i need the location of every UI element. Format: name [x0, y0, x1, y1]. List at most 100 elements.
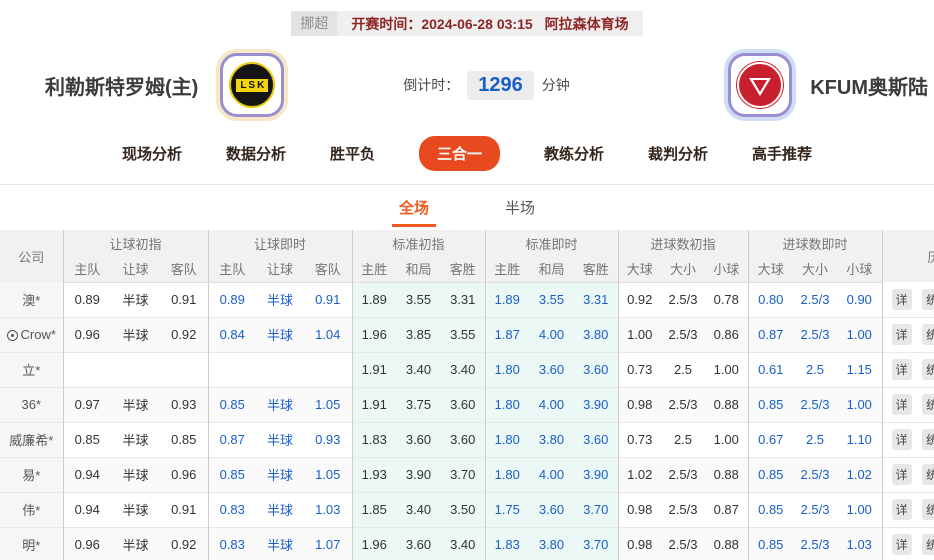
col-header-handicap-live: 让球即时: [208, 230, 353, 256]
detail-cell: 详 统: [882, 492, 934, 527]
table-row: Crow* 0.96 半球 0.92 0.84 半球 1.04 1.96 3.8…: [0, 317, 934, 352]
odds-cell: 1.05: [304, 387, 353, 422]
odds-cell: 3.90: [574, 387, 619, 422]
home-team-logo: LSK: [220, 53, 285, 117]
detail-button[interactable]: 详: [891, 464, 912, 485]
subtab-half-match[interactable]: 半场: [505, 200, 536, 217]
subcol-handicap: 让球: [256, 256, 304, 283]
odds-cell: 0.93: [160, 387, 209, 422]
company-cell: 明*: [0, 527, 64, 560]
odds-cell: 1.00: [705, 422, 749, 457]
nav-tab-referee-analysis[interactable]: 裁判分析: [648, 146, 709, 163]
odds-cell: 4.00: [529, 317, 574, 352]
odds-cell: 1.02: [618, 457, 661, 492]
nav-tab-expert-picks[interactable]: 高手推荐: [752, 146, 813, 163]
company-cell: 36*: [0, 387, 64, 422]
ball-icon: [6, 330, 18, 341]
odds-cell: 3.80: [529, 422, 574, 457]
odds-cell: 半球: [111, 317, 160, 352]
nav-tab-win-draw-lose[interactable]: 胜平负: [329, 146, 375, 163]
stats-button[interactable]: 统: [922, 288, 934, 310]
stats-button[interactable]: 统: [922, 324, 934, 345]
table-row: 立* 1.91 3.40 3.40 1.80 3.60 3.60 0.73 2.…: [0, 352, 934, 387]
odds-cell: [304, 352, 353, 387]
odds-cell: 2.5: [805, 362, 825, 377]
odds-cell: 1.04: [304, 317, 353, 352]
detail-button[interactable]: 详: [891, 534, 912, 555]
detail-cell: 详 统: [882, 457, 934, 492]
odds-cell: 1.89: [352, 282, 396, 317]
company-name: 36*: [21, 397, 42, 412]
odds-cell: 3.55: [441, 317, 486, 352]
odds-cell: 0.88: [705, 387, 749, 422]
odds-cell: 0.94: [63, 457, 111, 492]
odds-cell: 0.85: [758, 502, 784, 517]
stats-button[interactable]: 统: [922, 464, 934, 485]
col-header-handicap-initial: 让球初指: [63, 230, 209, 256]
odds-cell: 半球: [256, 457, 304, 492]
odds-cell: 1.00: [837, 317, 883, 352]
subcol-handicap: 让球: [111, 256, 160, 283]
odds-cell: 0.96: [63, 317, 111, 352]
nav-tabs: 现场分析 数据分析 胜平负 三合一 教练分析 裁判分析 高手推荐: [0, 125, 934, 185]
odds-cell: 半球: [122, 293, 149, 308]
detail-cell: 详 统: [882, 317, 934, 352]
detail-button[interactable]: 详: [891, 288, 912, 310]
stats-button[interactable]: 统: [922, 359, 934, 380]
odds-cell: 0.61: [758, 362, 784, 377]
odds-cell: 3.50: [441, 492, 486, 527]
detail-button[interactable]: 详: [891, 394, 912, 415]
nav-tab-live-analysis[interactable]: 现场分析: [121, 146, 182, 163]
odds-cell: 1.00: [837, 492, 883, 527]
odds-cell: 4.00: [529, 457, 574, 492]
odds-cell: 1.03: [837, 527, 883, 560]
odds-cell: 半球: [266, 293, 293, 308]
subcol-away: 客队: [160, 256, 209, 283]
odds-cell: 1.83: [352, 422, 396, 457]
odds-cell: 3.40: [396, 352, 441, 387]
odds-cell: 1.83: [485, 527, 529, 560]
stats-button[interactable]: 统: [922, 499, 934, 520]
odds-cell: 2.5: [673, 362, 693, 377]
countdown: 倒计时： 1296 分钟: [403, 70, 570, 100]
nav-tab-data-analysis[interactable]: 数据分析: [225, 146, 286, 163]
odds-cell: 0.98: [627, 502, 653, 517]
odds-cell: 4.00: [529, 387, 574, 422]
detail-button[interactable]: 详: [891, 499, 912, 520]
table-row: 易* 0.94 半球 0.96 0.85 半球 1.05 1.93 3.90 3…: [0, 457, 934, 492]
odds-cell: 半球: [266, 433, 293, 448]
odds-cell: 0.88: [705, 457, 749, 492]
odds-cell: 1.02: [837, 457, 883, 492]
odds-cell: 2.5/3: [793, 387, 838, 422]
detail-button[interactable]: 详: [891, 359, 912, 380]
nav-tab-three-in-one[interactable]: 三合一: [418, 136, 500, 171]
col-header-extra: 历: [882, 230, 934, 282]
odds-cell: 3.60: [574, 352, 619, 387]
stats-button[interactable]: 统: [922, 534, 934, 555]
odds-cell: 0.85: [208, 387, 256, 422]
stats-button[interactable]: 统: [922, 394, 934, 415]
nav-tab-coach-analysis[interactable]: 教练分析: [544, 146, 605, 163]
stats-button[interactable]: 统: [922, 429, 934, 450]
odds-tbody: 澳* 0.89 半球 0.91 0.89 半球 0.91 1.89 3.55 3…: [0, 282, 934, 560]
odds-cell: 1.87: [485, 317, 529, 352]
odds-cell: 1.00: [618, 317, 661, 352]
odds-cell: 0.90: [837, 282, 883, 317]
table-row: 澳* 0.89 半球 0.91 0.89 半球 0.91 1.89 3.55 3…: [0, 282, 934, 317]
odds-cell: 1.89: [485, 282, 529, 317]
subtab-full-match[interactable]: 全场: [391, 197, 436, 227]
company-cell: Crow*: [0, 317, 64, 352]
odds-cell: 3.40: [441, 352, 486, 387]
detail-button[interactable]: 详: [891, 429, 912, 450]
odds-cell: 2.5/3: [661, 527, 705, 560]
countdown-label: 倒计时：: [403, 77, 460, 93]
subcol-under: 小球: [837, 256, 883, 283]
company-cell: 伟*: [0, 492, 64, 527]
odds-cell: 3.55: [396, 282, 441, 317]
odds-cell: 半球: [111, 527, 160, 560]
odds-cell: 0.91: [304, 282, 353, 317]
odds-cell: 3.60: [529, 492, 574, 527]
detail-button[interactable]: 详: [891, 324, 912, 345]
home-logo-text: LSK: [236, 78, 269, 92]
odds-cell: 1.03: [304, 492, 353, 527]
